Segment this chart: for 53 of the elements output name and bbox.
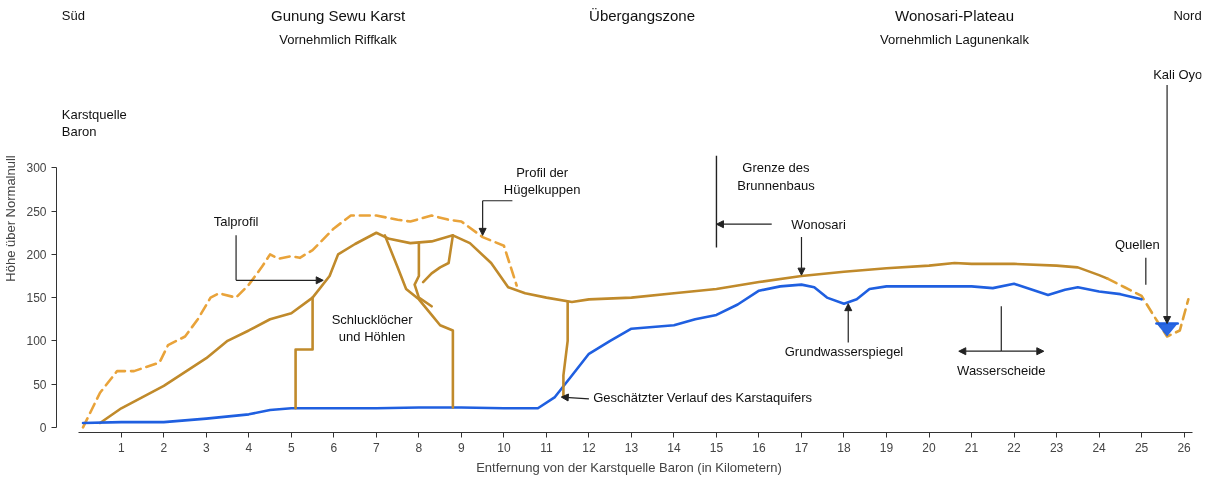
x-tick-label: 11 xyxy=(540,440,553,455)
x-tick-label: 18 xyxy=(837,440,851,455)
x-tick-label: 20 xyxy=(922,440,937,455)
y-axis-title: Höhe über Normalnull xyxy=(3,155,19,282)
y-tick-label: 150 xyxy=(26,291,47,306)
x-tick-label: 16 xyxy=(752,440,766,455)
x-tick-label: 13 xyxy=(624,440,639,455)
text: Wonosari-Plateau xyxy=(895,7,1014,25)
annotation: Quellen xyxy=(1114,236,1160,252)
x-tick-label: 9 xyxy=(458,440,466,455)
x-tick-label: 24 xyxy=(1092,440,1107,455)
ref-line-label: Grenze des Brunnenbaus xyxy=(737,160,816,193)
text: Karstquelle Baron xyxy=(61,106,127,140)
annotation: Kali Oyo xyxy=(1153,67,1203,83)
text: Übergangszone xyxy=(589,7,696,25)
y-tick-label: 200 xyxy=(26,247,47,262)
y-tick-label: 250 xyxy=(26,204,47,219)
x-tick-label: 26 xyxy=(1177,440,1192,455)
x-tick-label: 15 xyxy=(709,440,724,455)
text: Vornehmlich Riffkalk xyxy=(279,31,398,47)
y-tick-label: 300 xyxy=(26,161,47,176)
annotation: Schlucklöcher und Höhlen xyxy=(331,311,414,344)
x-axis-title: Entfernung von der Karstquelle Baron (in Kilometern) xyxy=(476,459,782,475)
x-tick-label: 6 xyxy=(330,440,338,455)
x-tick-label: 17 xyxy=(794,440,809,455)
x-tick-label: 5 xyxy=(288,440,295,455)
text: Vornehmlich Lagunenkalk xyxy=(880,31,1030,47)
x-tick-label: 25 xyxy=(1134,440,1149,455)
x-tick-label: 2 xyxy=(160,440,168,455)
text: Gunung Sewu Karst xyxy=(270,7,407,25)
x-tick-label: 19 xyxy=(879,440,894,455)
x-tick-label: 7 xyxy=(373,440,381,455)
x-tick-label: 14 xyxy=(667,440,681,455)
text: Nord xyxy=(1173,8,1202,24)
x-tick-label: 21 xyxy=(964,440,979,455)
x-tick-label: 22 xyxy=(1007,440,1022,455)
x-tick-label: 8 xyxy=(415,440,423,455)
y-tick-label: 0 xyxy=(39,420,47,435)
x-tick-label: 4 xyxy=(245,440,253,455)
annotation: Talprofil xyxy=(213,214,259,230)
x-tick-label: 1 xyxy=(117,440,125,455)
x-tick-label: 12 xyxy=(582,440,596,455)
annotation: Wonosari xyxy=(791,217,846,233)
annotation: Geschätzter Verlauf des Karstaquifers xyxy=(593,389,813,405)
annotation: Wasserscheide xyxy=(957,362,1046,378)
y-tick-label: 50 xyxy=(33,377,47,392)
x-tick-label: 10 xyxy=(497,440,511,455)
annotation: Profil der Hügelkuppen xyxy=(503,164,581,198)
annotation: Grundwasserspiegel xyxy=(784,343,904,359)
text: Süd xyxy=(61,8,85,24)
x-tick-label: 3 xyxy=(202,440,210,455)
x-tick-label: 23 xyxy=(1049,440,1064,455)
y-tick-label: 100 xyxy=(26,334,47,349)
